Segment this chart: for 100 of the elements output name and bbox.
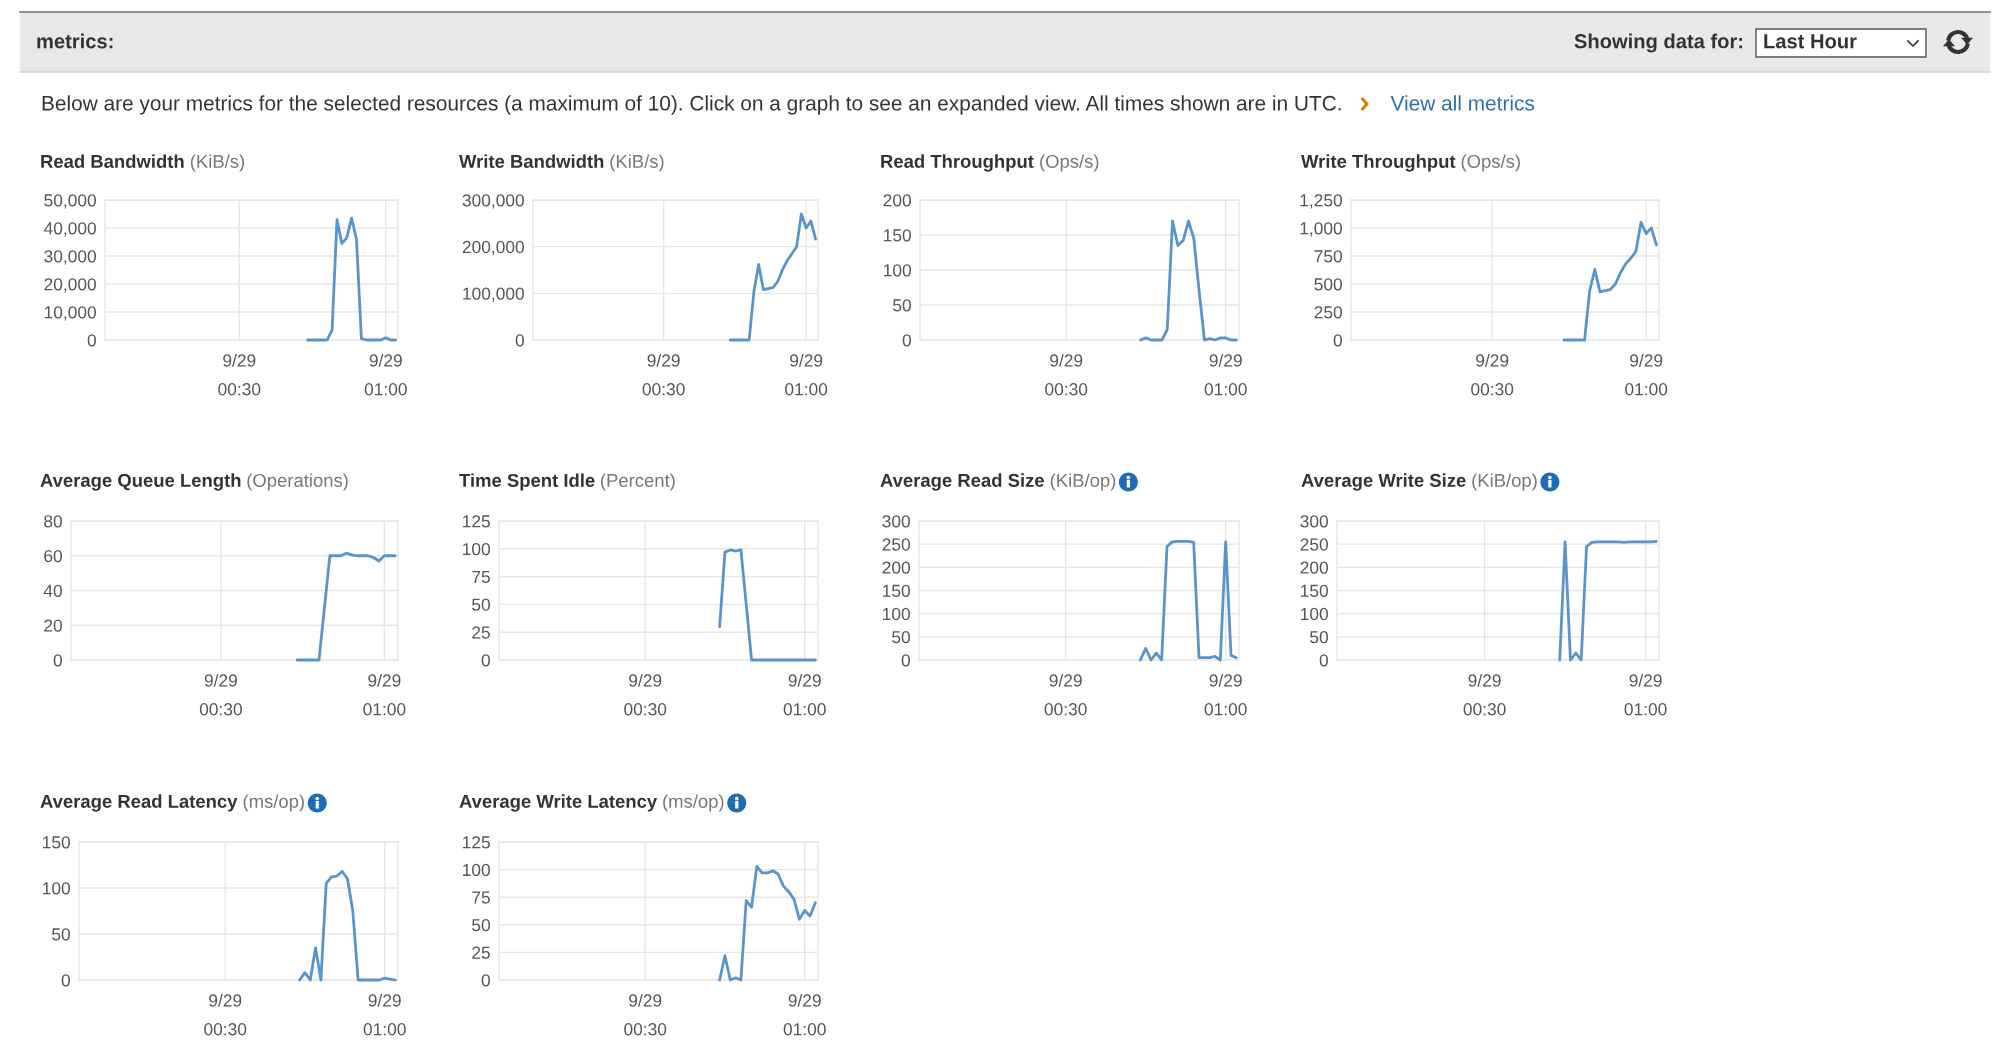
y-tick-label: 50 [472, 598, 490, 611]
x-tick-label: 9/29 01:00 [363, 993, 406, 1036]
y-tick-label: 20 [44, 619, 62, 632]
text: View all metrics [1390, 95, 1535, 111]
y-tick-label: 80 [44, 515, 62, 528]
x-tick-label: 9/29 00:30 [624, 993, 667, 1036]
x-tick-label: 9/29 01:00 [1624, 673, 1667, 716]
y-tick-label: 125 [463, 515, 490, 528]
y-tick-label: 50 [893, 299, 911, 312]
line-series [295, 551, 397, 662]
x-tick-label: 9/29 00:30 [1463, 673, 1506, 716]
x-tick-label: 9/29 00:30 [204, 993, 247, 1036]
x-tick-label: 9/29 01:00 [783, 993, 826, 1036]
y-tick-label: 10,000 [44, 306, 96, 321]
y-tick-label: 100 [463, 542, 490, 556]
x-tick-label: 9/29 00:30 [199, 673, 242, 716]
y-tick-label: 0 [901, 654, 910, 667]
y-tick-label: 100 [463, 863, 490, 877]
y-tick-label: 150 [883, 584, 910, 597]
y-tick-label: 250 [882, 538, 910, 551]
y-tick-label: 100,000 [463, 287, 524, 302]
y-tick-label: 0 [53, 654, 62, 667]
x-tick-label: 9/29 00:30 [1471, 353, 1514, 396]
y-tick-label: 0 [87, 334, 96, 347]
x-tick-label: 9/29 00:30 [218, 353, 261, 396]
text: Showing data for: [1574, 33, 1743, 53]
chart-title: Average Write Latency [459, 794, 658, 812]
chart-subtitle: (KiB/s) [610, 154, 664, 172]
chart-subtitle: (KiB/op) [1472, 473, 1537, 491]
y-tick-label: 25 [472, 626, 490, 639]
y-tick-label: 150 [1301, 584, 1328, 597]
y-tick-label: 200 [1300, 561, 1328, 574]
chart-subtitle: (Ops/s) [1461, 154, 1520, 172]
y-tick-label: 30,000 [44, 250, 96, 265]
chart-title: Read Bandwidth [41, 154, 184, 168]
y-tick-label: 150 [884, 229, 911, 242]
y-tick-label: 60 [44, 549, 62, 563]
text: Last Hour [1764, 34, 1857, 49]
chart-subtitle: (Percent) [601, 473, 675, 491]
y-tick-label: 300 [1300, 515, 1328, 528]
x-tick-label: 9/29 00:30 [624, 673, 667, 716]
y-tick-label: 200 [882, 561, 910, 574]
y-tick-label: 40,000 [43, 222, 96, 237]
y-tick-label: 300 [882, 515, 910, 528]
y-tick-label: 100 [883, 607, 910, 621]
y-tick-label: 75 [472, 570, 490, 584]
y-tick-label: 100 [1301, 607, 1328, 621]
y-tick-label: 40 [43, 584, 62, 597]
x-tick-label: 9/29 01:00 [783, 673, 826, 716]
line-series [1139, 219, 1238, 342]
line-series [1138, 540, 1238, 662]
y-tick-label: 20,000 [44, 278, 96, 293]
line-series [306, 216, 397, 342]
y-tick-label: 0 [1319, 654, 1328, 667]
chart-subtitle: (Operations) [247, 473, 348, 491]
chart-title: Average Write Size [1301, 473, 1466, 491]
y-tick-label: 100 [43, 882, 70, 895]
chart-subtitle: (ms/op) [243, 794, 304, 812]
y-tick-label: 50 [52, 928, 70, 941]
chart-title: Read Throughput [881, 154, 1034, 172]
x-tick-label: 9/29 01:00 [1204, 353, 1247, 396]
line-series [718, 548, 817, 662]
x-tick-label: 9/29 01:00 [1625, 353, 1668, 396]
y-tick-label: 300,000 [462, 194, 524, 209]
y-tick-label: 50 [472, 918, 490, 932]
y-tick-label: 0 [1333, 334, 1342, 347]
y-tick-label: 50 [1310, 631, 1328, 644]
y-tick-label: 200,000 [462, 240, 524, 256]
y-tick-label: 0 [481, 974, 490, 987]
line-series [1558, 540, 1658, 662]
x-tick-label: 9/29 01:00 [363, 673, 406, 716]
x-tick-label: 9/29 01:00 [1204, 673, 1247, 716]
y-tick-label: 50,000 [44, 194, 96, 209]
y-tick-label: 0 [481, 654, 490, 667]
chart-title: Average Read Latency [40, 794, 238, 812]
y-tick-label: 500 [1314, 278, 1342, 291]
chart-title: Write Throughput [1301, 154, 1456, 172]
text: Below are your metrics for the selected resources (a maximum of 10). Click on a graph to see an expanded view. All times shown are in UTC. [42, 95, 1341, 115]
line-series [1562, 221, 1658, 342]
chart-title: Average Read Size [880, 473, 1044, 491]
chart-subtitle: (ms/op) [663, 794, 724, 812]
y-tick-label: 125 [463, 836, 490, 849]
y-tick-label: 200 [883, 194, 911, 207]
y-tick-label: 0 [515, 334, 524, 347]
chart-title: Time Spent Idle [459, 473, 595, 491]
y-tick-label: 250 [1314, 306, 1342, 319]
y-tick-label: 1,000 [1300, 222, 1342, 237]
y-tick-label: 100 [884, 264, 911, 277]
x-tick-label: 9/29 00:30 [1045, 353, 1088, 396]
chart-title: Write Bandwidth [459, 154, 604, 168]
y-tick-label: 250 [1300, 538, 1328, 551]
x-tick-label: 9/29 01:00 [364, 353, 407, 396]
y-tick-label: 0 [902, 334, 911, 347]
text: metrics: [37, 33, 113, 49]
y-tick-label: 150 [43, 836, 70, 849]
chart-subtitle: (KiB/op) [1050, 473, 1116, 491]
x-tick-label: 9/29 00:30 [1044, 673, 1087, 716]
chart-subtitle: (Ops/s) [1040, 154, 1099, 172]
chart-title: Average Queue Length [40, 473, 241, 491]
y-tick-label: 0 [61, 974, 70, 987]
